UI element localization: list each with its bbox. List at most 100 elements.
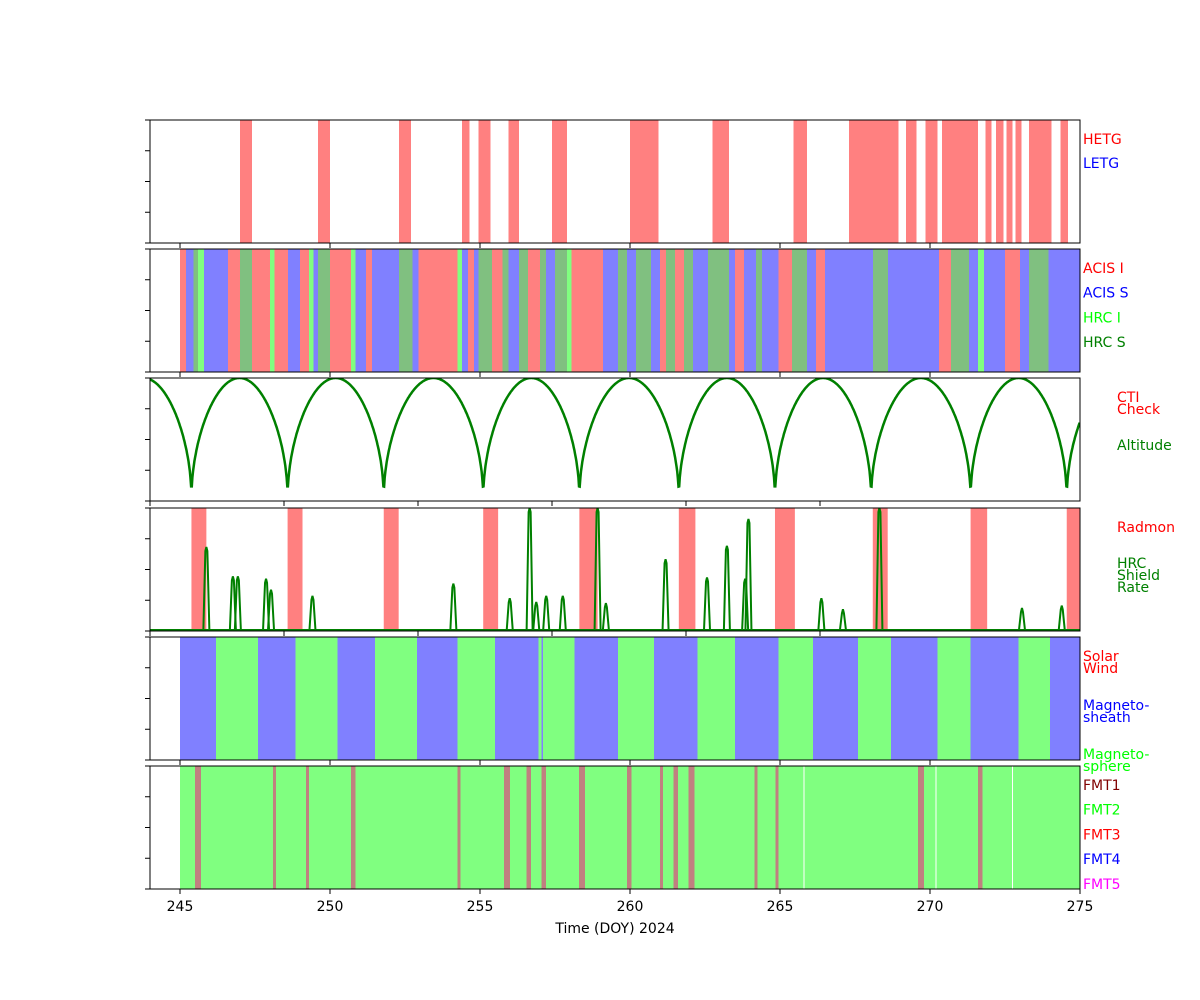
legend-label-line: Shield <box>1117 568 1160 584</box>
legend-label-line: FMT5 <box>1083 877 1121 893</box>
panel-grating: HETG LETG <box>145 119 1122 248</box>
panel-frame <box>149 377 1081 502</box>
legend-label: CTI Check <box>1117 390 1161 418</box>
legend-label: FMT5 <box>1083 877 1121 893</box>
interval-bar <box>313 249 318 372</box>
x-tick-label: 255 <box>467 899 494 915</box>
interval-bar <box>228 249 240 372</box>
x-axis: 245 250 255 260 265 270 275 <box>167 889 1094 915</box>
interval-bar <box>330 249 351 372</box>
shield-rate-spike <box>838 609 847 631</box>
interval-bar <box>951 249 969 372</box>
interval-bar <box>888 249 918 372</box>
interval-bar <box>457 637 495 760</box>
interval-bar <box>193 249 198 372</box>
interval-bar <box>252 249 270 372</box>
interval-bar <box>873 249 888 372</box>
interval-bar <box>372 249 378 372</box>
legend-label: Altitude <box>1117 438 1172 454</box>
interval-bar <box>849 120 899 243</box>
legend-label-line: LETG <box>1083 156 1119 172</box>
interval-bar <box>906 120 917 243</box>
interval-bar <box>300 249 309 372</box>
shield-rate-spike <box>449 583 458 631</box>
interval-bar <box>969 249 978 372</box>
shield-rate-spike <box>1094 606 1100 630</box>
interval-bar <box>546 249 555 372</box>
interval-bar <box>978 249 984 372</box>
radmon-bar <box>383 508 399 631</box>
interval-bar <box>985 120 992 243</box>
fmt1-bar <box>195 766 201 889</box>
legend-label-line: sheath <box>1083 710 1131 726</box>
legend-label: HETG <box>1083 132 1122 148</box>
interval-bar <box>240 120 252 243</box>
interval-bar <box>355 249 366 372</box>
shield-rate-spike <box>703 577 712 631</box>
legend-label-line: ACIS I <box>1083 261 1124 277</box>
interval-bar <box>651 249 660 372</box>
legend-label-line: Check <box>1117 402 1161 418</box>
interval-bar <box>1018 637 1050 760</box>
x-tick-label: 260 <box>617 899 644 915</box>
panel-instrument: ACIS I ACIS S HRC I HRC S <box>145 248 1129 377</box>
interval-bar <box>778 637 813 760</box>
interval-bar <box>925 120 938 243</box>
interval-bar <box>543 637 575 760</box>
fmt1-bar <box>673 766 678 889</box>
interval-bar <box>378 249 399 372</box>
legend-label: Magneto-sphere <box>1083 747 1149 775</box>
x-tick-label: 275 <box>1067 899 1094 915</box>
interval-bar <box>1029 120 1052 243</box>
interval-bar <box>735 249 744 372</box>
legend-label-line: Altitude <box>1117 438 1172 454</box>
interval-bar <box>630 120 659 243</box>
shield-rate-spike <box>202 546 211 631</box>
fmt1-bar <box>526 766 531 889</box>
interval-bar <box>478 120 491 243</box>
interval-bar <box>837 249 873 372</box>
fmt1-bar <box>579 766 585 889</box>
legend-label-line: FMT3 <box>1083 827 1121 843</box>
legend-label: Radmon <box>1117 520 1175 536</box>
shield-rate-spike <box>593 508 602 631</box>
legend-label-line: FMT1 <box>1083 778 1121 794</box>
interval-bar <box>660 249 666 372</box>
panel-telemetry_format: FMT1 FMT2 FMT3 FMT4 FMT5 <box>145 765 1121 893</box>
legend-label: ACIS I <box>1083 261 1124 277</box>
interval-bar <box>288 249 300 372</box>
panel-content <box>150 508 1114 631</box>
interval-bar <box>186 249 194 372</box>
panel-content <box>150 378 1080 489</box>
interval-bar <box>618 249 627 372</box>
x-tick-label: 250 <box>317 899 344 915</box>
interval-bar <box>1020 249 1029 372</box>
interval-bar <box>1050 637 1080 760</box>
interval-bar <box>375 637 417 760</box>
fmt1-bar <box>457 766 461 889</box>
interval-bar <box>412 249 419 372</box>
shield-rate-spike <box>1108 509 1114 630</box>
interval-bar <box>756 249 762 372</box>
shield-rate-spike <box>661 558 670 631</box>
legend-label: FMT4 <box>1083 852 1121 868</box>
interval-bar <box>258 637 296 760</box>
interval-bar <box>295 637 338 760</box>
interval-bar <box>942 120 978 243</box>
legend-label: HRC I <box>1083 310 1121 326</box>
panel-content <box>180 766 1080 889</box>
interval-bar <box>762 249 779 372</box>
interval-bar <box>204 249 228 372</box>
interval-bar <box>528 249 540 372</box>
shield-rate-spike <box>817 598 826 631</box>
interval-bar <box>858 637 891 760</box>
shield-rate-spike <box>525 508 534 631</box>
legend-label-line: HRC S <box>1083 335 1126 351</box>
interval-bar <box>1029 249 1049 372</box>
interval-bar <box>418 249 458 372</box>
panels-layer: HETG LETG ACIS I ACIS S HRC I HRC S CTI Check Al… <box>145 119 1175 893</box>
legend-label-line: Wind <box>1083 661 1118 677</box>
interval-bar <box>567 249 572 372</box>
x-tick-label: 245 <box>167 899 194 915</box>
fmt1-bar <box>978 766 983 889</box>
